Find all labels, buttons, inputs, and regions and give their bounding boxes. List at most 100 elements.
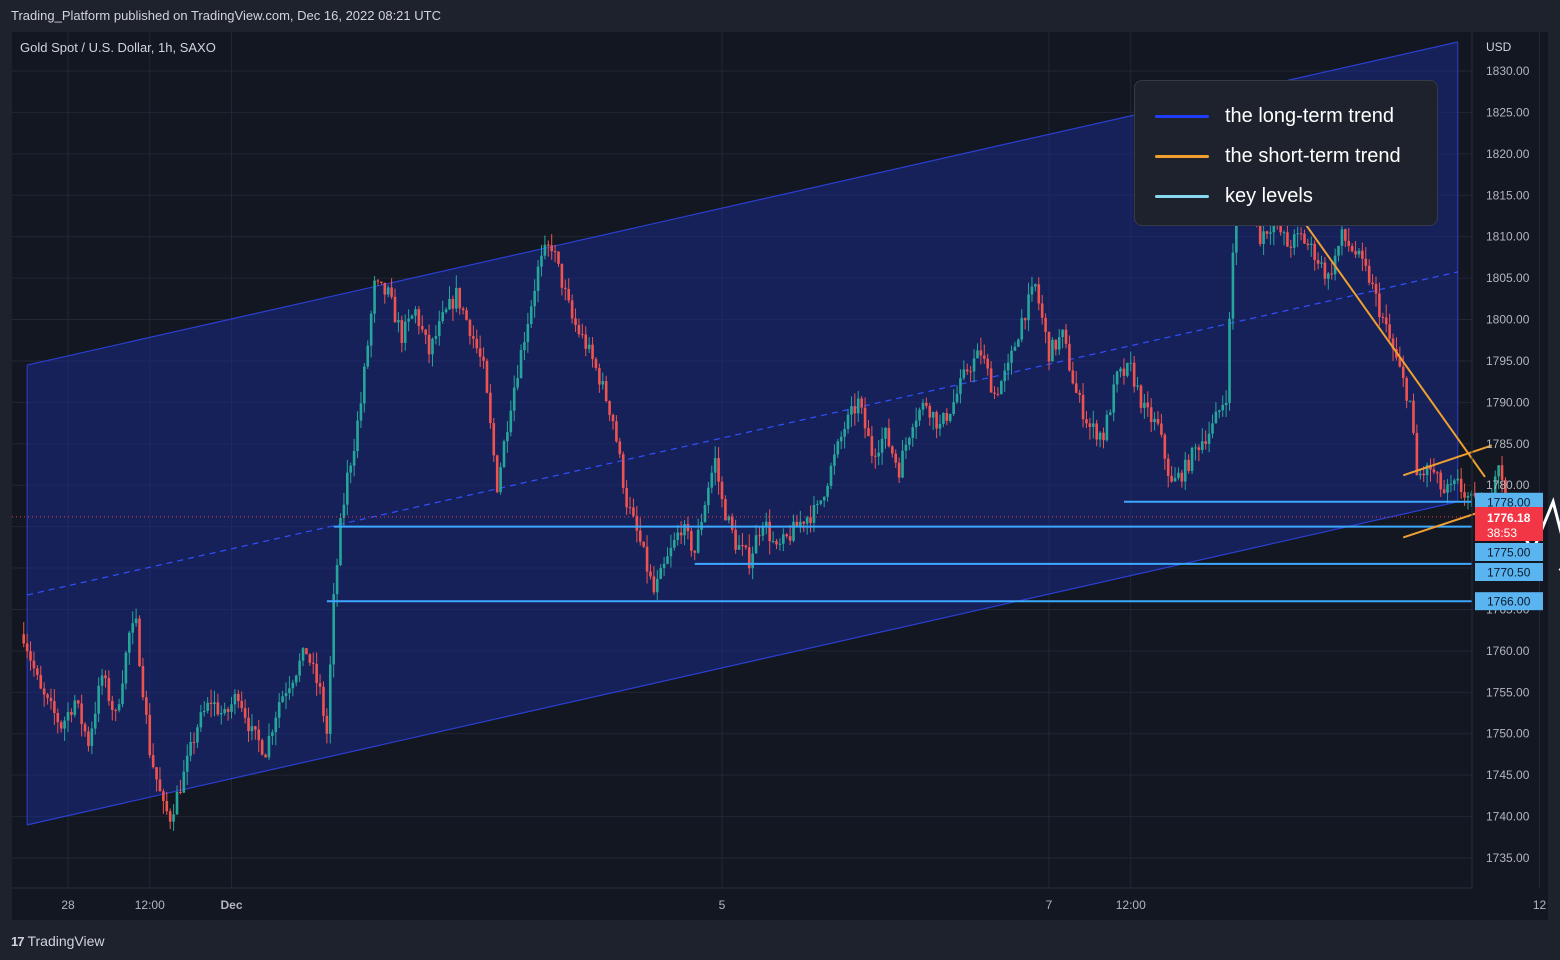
candle-body <box>1313 243 1316 261</box>
candle-body <box>1010 350 1013 363</box>
key-level-tag-bg <box>1475 543 1543 561</box>
candle-body <box>114 709 117 711</box>
candle-body <box>880 438 884 453</box>
candle-body <box>369 313 373 346</box>
candle-body <box>380 281 383 283</box>
legend-item-key-levels: key levels <box>1155 182 1313 210</box>
candle-body <box>1180 472 1184 482</box>
candle-body <box>799 521 802 528</box>
candle-body <box>642 541 645 547</box>
candle-body <box>724 499 727 521</box>
candle-body <box>1361 250 1364 259</box>
candle-body <box>175 791 179 815</box>
candle-body <box>1405 378 1408 401</box>
time-tick-label: 12 <box>1533 898 1547 912</box>
candle-body <box>887 427 891 447</box>
candle-body <box>962 369 966 379</box>
time-tick-label: Dec <box>220 898 242 912</box>
candle-body <box>652 576 656 593</box>
candle-body <box>891 446 894 454</box>
candle-body <box>935 411 938 429</box>
candle-body <box>553 251 557 253</box>
candle-body <box>202 710 206 713</box>
candle-body <box>1006 362 1010 371</box>
candle-body <box>1112 384 1116 413</box>
candle-body <box>904 444 908 451</box>
candle-body <box>1316 260 1320 264</box>
candle-body <box>458 287 462 309</box>
candle-body <box>989 368 993 393</box>
candle-body <box>795 521 799 528</box>
candle-body <box>1228 318 1231 403</box>
candle-body <box>1183 459 1187 482</box>
candle-body <box>56 712 60 723</box>
candle-body <box>533 290 536 307</box>
candle-body <box>499 467 502 493</box>
candle-body <box>679 532 683 536</box>
channel-midline <box>26 271 1458 596</box>
candle-body <box>942 412 945 424</box>
candle-body <box>1211 423 1214 434</box>
candle-body <box>182 771 186 793</box>
candle-body <box>982 355 986 359</box>
candle-body <box>761 525 765 536</box>
legend-swatch-key-levels <box>1155 194 1209 198</box>
candle-body <box>833 454 836 466</box>
candle-body <box>1429 464 1432 470</box>
price-axis[interactable]: 1735.00 1740.00 1745.00 1750.00 1755.00 1760.… <box>1486 64 1530 865</box>
candle-body <box>1037 284 1041 304</box>
publish-info: Trading_Platform published on TradingVie… <box>11 8 441 23</box>
candle-body <box>635 515 639 531</box>
candle-body <box>342 504 346 518</box>
candle-body <box>151 755 155 768</box>
candle-body <box>1309 243 1313 246</box>
price-tick-label: 1780.00 <box>1486 478 1530 492</box>
candle-body <box>1095 423 1098 440</box>
candle-body <box>604 381 608 402</box>
candle-body <box>121 683 124 705</box>
candle-body <box>1214 411 1218 424</box>
candle-body <box>53 701 56 713</box>
candle-body <box>1449 484 1453 486</box>
price-tick-label: 1825.00 <box>1486 105 1530 119</box>
candle-body <box>601 381 605 385</box>
candle-body <box>42 688 46 695</box>
tradingview-brand[interactable]: 17 TradingView <box>11 928 105 954</box>
key-level-tag: 1766.00 <box>1487 595 1531 609</box>
candle-body <box>819 500 823 504</box>
candle-body <box>972 358 976 372</box>
candle-body <box>87 731 90 746</box>
candle-body <box>90 728 94 746</box>
price-tick-label: 1755.00 <box>1486 685 1530 699</box>
candle-body <box>645 546 649 572</box>
candle-body <box>1023 318 1027 321</box>
candle-body <box>1231 252 1235 319</box>
candle-body <box>73 700 77 715</box>
candle-body <box>339 517 342 566</box>
candle-body <box>83 724 87 732</box>
candle-body <box>826 485 829 497</box>
candle-body <box>223 709 226 714</box>
symbol-title: Gold Spot / U.S. Dollar, 1h, SAXO <box>20 40 216 55</box>
candle-body <box>805 517 809 524</box>
candle-body <box>267 735 271 758</box>
candle-body <box>567 288 571 301</box>
candle-body <box>1296 233 1299 235</box>
candle-body <box>346 472 349 505</box>
candle-body <box>455 287 458 309</box>
candle-body <box>492 423 496 456</box>
price-tick-label: 1745.00 <box>1486 768 1530 782</box>
candle-body <box>1391 338 1395 350</box>
candle-body <box>986 358 989 369</box>
candle-body <box>877 452 880 457</box>
candle-body <box>1446 484 1449 493</box>
key-level-tag-bg <box>1475 492 1543 511</box>
candle-body <box>257 729 261 741</box>
candle-body <box>1017 339 1020 347</box>
price-tick-label: 1750.00 <box>1486 727 1530 741</box>
currency-label: USD <box>1486 40 1512 54</box>
candle-body <box>1098 432 1102 440</box>
candle-body <box>1439 472 1443 490</box>
candle-body <box>693 550 697 553</box>
